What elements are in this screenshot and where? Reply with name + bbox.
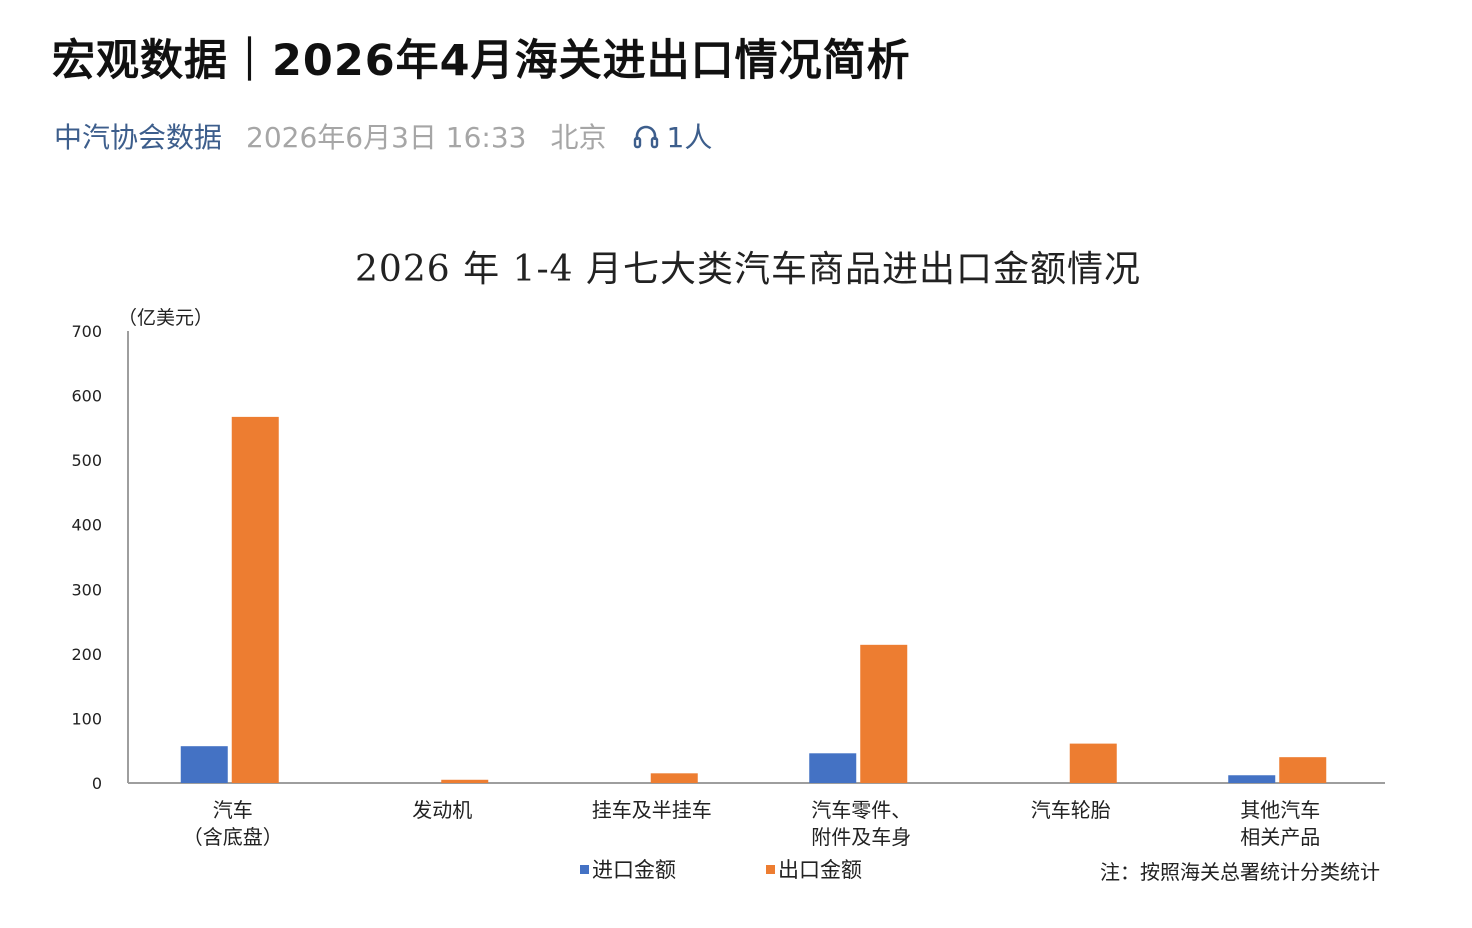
bar-export	[441, 779, 489, 783]
bar-export	[1069, 743, 1117, 783]
bar-import	[1228, 775, 1276, 783]
y-tick-label: 500	[71, 451, 102, 470]
bar-export	[650, 773, 698, 783]
x-category-label: 汽车轮胎	[1031, 798, 1111, 822]
headphones-icon	[633, 125, 658, 149]
y-tick-label: 0	[92, 774, 102, 793]
x-category-label: 其他汽车	[1240, 798, 1320, 822]
bar-export	[1279, 757, 1327, 783]
y-tick-label: 600	[71, 387, 102, 406]
x-category-label: 相关产品	[1240, 825, 1320, 849]
y-axis-unit-label: （亿美元）	[118, 307, 214, 329]
x-category-label: 汽车零件、	[811, 798, 911, 822]
x-category-label: 挂车及半挂车	[592, 798, 712, 822]
article-meta: 中汽协会数据 2026年6月3日 16:33 北京 1人	[54, 116, 712, 156]
chart-title: 2026 年 1-4 月七大类汽车商品进出口金额情况	[355, 249, 1141, 290]
article-title: 宏观数据｜2026年4月海关进出口情况简析	[52, 36, 911, 86]
y-tick-label: 400	[71, 516, 102, 535]
chart-footnote: 注：按照海关总署统计分类统计	[1100, 860, 1380, 884]
legend-label-import: 进口金额	[592, 858, 676, 882]
publish-location: 北京	[550, 121, 607, 154]
legend-label-export: 出口金额	[778, 858, 862, 882]
y-tick-label: 700	[71, 322, 102, 341]
bar-import	[180, 746, 228, 783]
bar-export	[231, 416, 279, 783]
legend-swatch-export	[766, 864, 775, 874]
bar-import	[809, 753, 857, 783]
y-tick-label: 100	[71, 709, 102, 728]
listen-button[interactable]: 1人	[631, 116, 713, 156]
x-category-label: 汽车	[213, 798, 253, 822]
publish-datetime: 2026年6月3日 16:33	[246, 121, 527, 154]
chart-legend: 进口金额 出口金额	[580, 854, 862, 884]
bar-export	[860, 644, 908, 783]
y-tick-label: 300	[71, 580, 102, 599]
y-tick-label: 200	[71, 645, 102, 664]
legend-item-export: 出口金额	[766, 854, 862, 884]
x-category-label: （含底盘）	[183, 825, 283, 849]
legend-item-import: 进口金额	[580, 854, 676, 884]
account-name-link[interactable]: 中汽协会数据	[54, 121, 223, 154]
legend-swatch-import	[580, 864, 589, 874]
listener-count: 1人	[666, 121, 713, 154]
x-category-label: 附件及车身	[811, 825, 911, 849]
x-category-label: 发动机	[412, 798, 472, 822]
